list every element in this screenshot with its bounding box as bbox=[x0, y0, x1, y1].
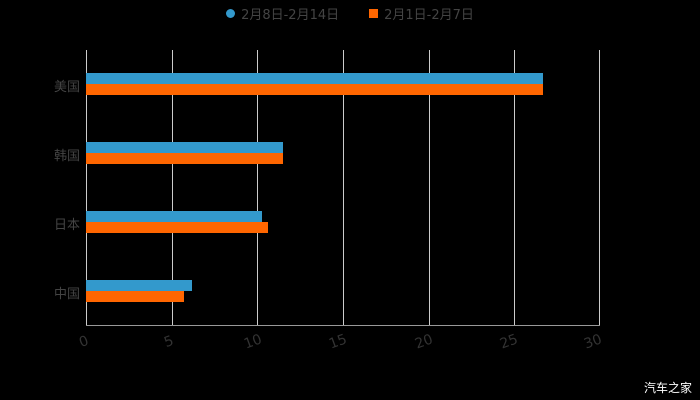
gridline bbox=[428, 50, 430, 326]
bar-japan-series-2[interactable] bbox=[86, 222, 268, 233]
x-tick-label: 0 bbox=[77, 332, 91, 352]
bar-china-series-1[interactable] bbox=[86, 280, 192, 291]
gridline bbox=[343, 50, 344, 326]
x-tick-label: 25 bbox=[497, 331, 521, 353]
category-label: 韩国 bbox=[53, 149, 80, 164]
gridline bbox=[599, 50, 600, 326]
circle-marker-icon bbox=[226, 9, 236, 18]
category-label: 日本 bbox=[53, 218, 80, 233]
chart-legend: 2月8日-2月14日 2月1日-2月7日 bbox=[0, 4, 700, 23]
gridline bbox=[257, 50, 259, 326]
x-tick-label: 5 bbox=[162, 332, 176, 352]
bar-japan-series-1[interactable] bbox=[86, 211, 262, 222]
x-tick-label: 20 bbox=[412, 331, 436, 353]
x-tick-label: 10 bbox=[241, 331, 265, 353]
legend-item-series-2[interactable]: 2月1日-2月7日 bbox=[369, 4, 474, 23]
x-axis-line bbox=[86, 325, 600, 326]
gridline bbox=[86, 50, 87, 326]
legend-label: 2月1日-2月7日 bbox=[384, 8, 474, 23]
watermark: 汽车之家 bbox=[643, 381, 692, 395]
legend-label: 2月8日-2月14日 bbox=[241, 8, 340, 23]
x-tick-label: 15 bbox=[326, 331, 350, 353]
bar-us-series-1[interactable] bbox=[86, 73, 543, 84]
gridline bbox=[171, 50, 173, 326]
x-tick-label: 30 bbox=[581, 331, 605, 353]
square-marker-icon bbox=[369, 9, 379, 18]
bar-korea-series-1[interactable] bbox=[86, 142, 283, 153]
bar-china-series-2[interactable] bbox=[86, 291, 184, 302]
category-label: 中国 bbox=[53, 287, 80, 302]
plot-area bbox=[86, 50, 600, 326]
gridline bbox=[514, 50, 516, 326]
category-label: 美国 bbox=[53, 80, 80, 95]
bar-korea-series-2[interactable] bbox=[86, 153, 283, 164]
legend-item-series-1[interactable]: 2月8日-2月14日 bbox=[226, 4, 339, 23]
bar-us-series-2[interactable] bbox=[86, 84, 543, 95]
